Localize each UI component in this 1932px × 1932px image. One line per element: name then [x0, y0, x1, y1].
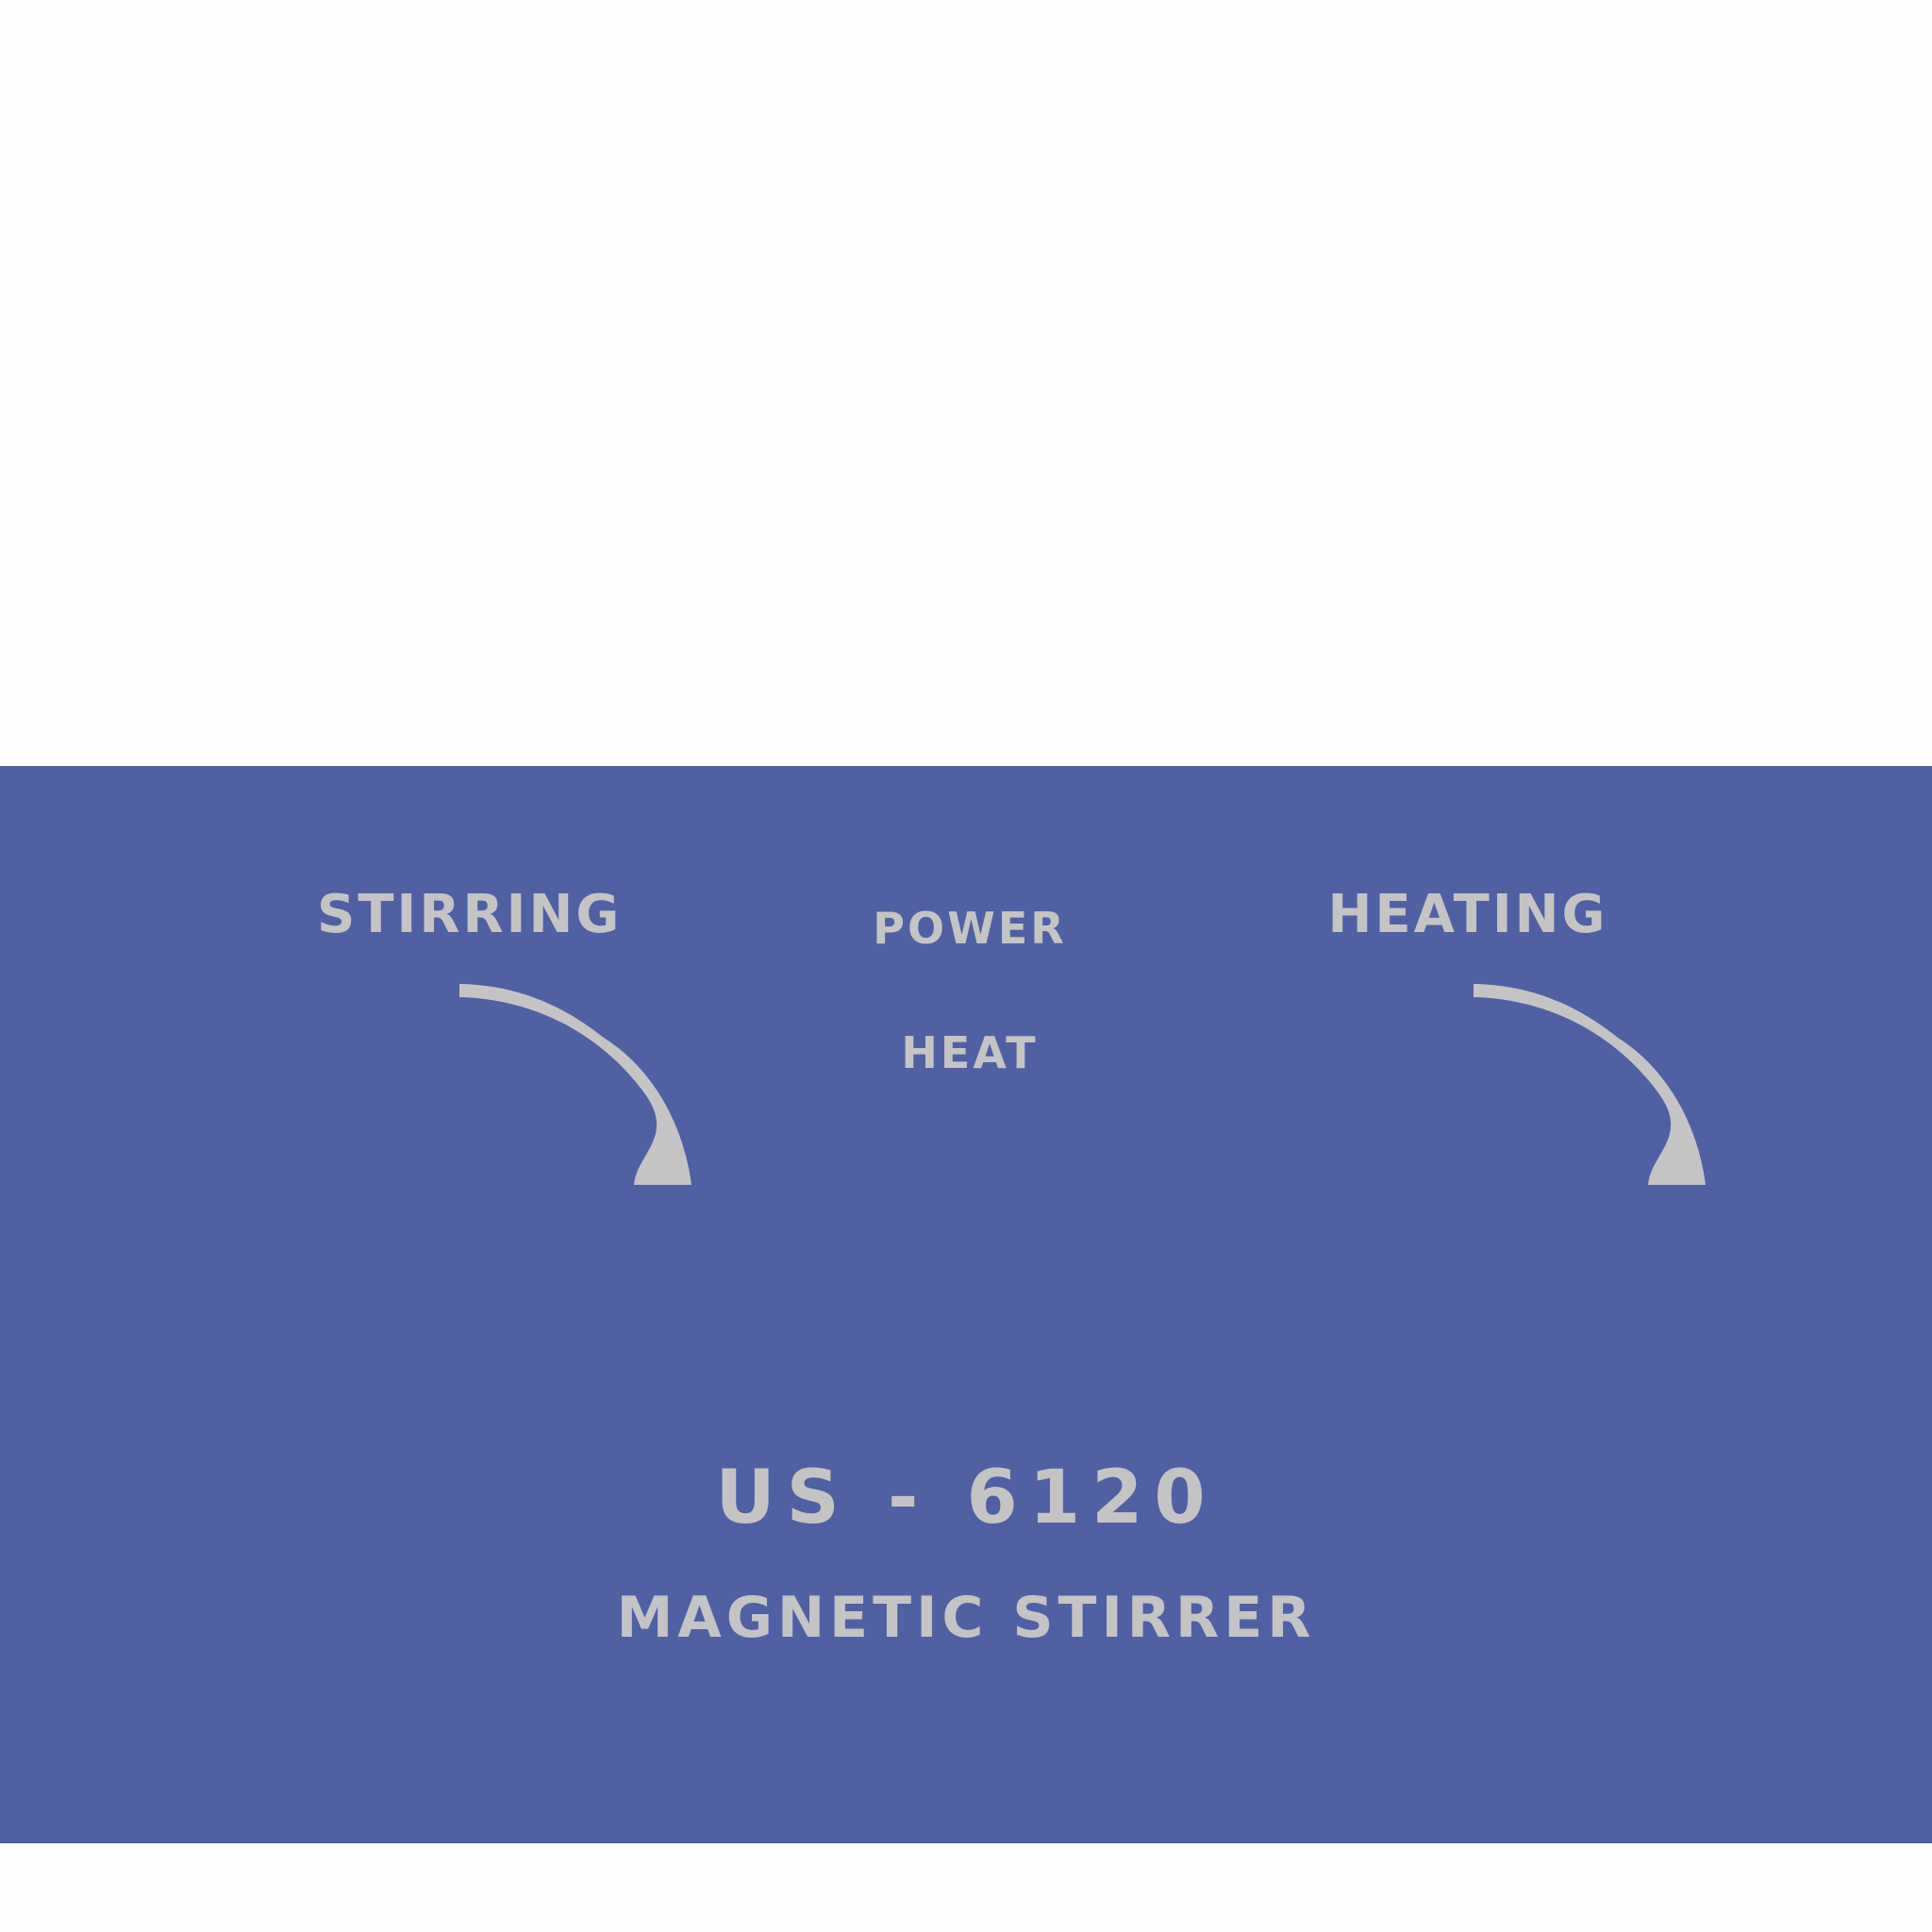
product-name: MAGNETIC STIRRER [616, 1585, 1316, 1651]
heating-dial-arc-icon [1474, 984, 1706, 1185]
control-panel: STIRRING POWER HEAT HEATING US - 6120 MA… [0, 766, 1932, 1843]
heat-label: HEAT [901, 1027, 1039, 1078]
dial-marks [459, 984, 1706, 1185]
power-label: POWER [873, 903, 1067, 954]
model-number: US - 6120 [715, 1456, 1217, 1541]
stirring-label: STIRRING [317, 884, 623, 945]
heating-label: HEATING [1327, 884, 1608, 945]
stirring-dial-arc-icon [459, 984, 691, 1185]
